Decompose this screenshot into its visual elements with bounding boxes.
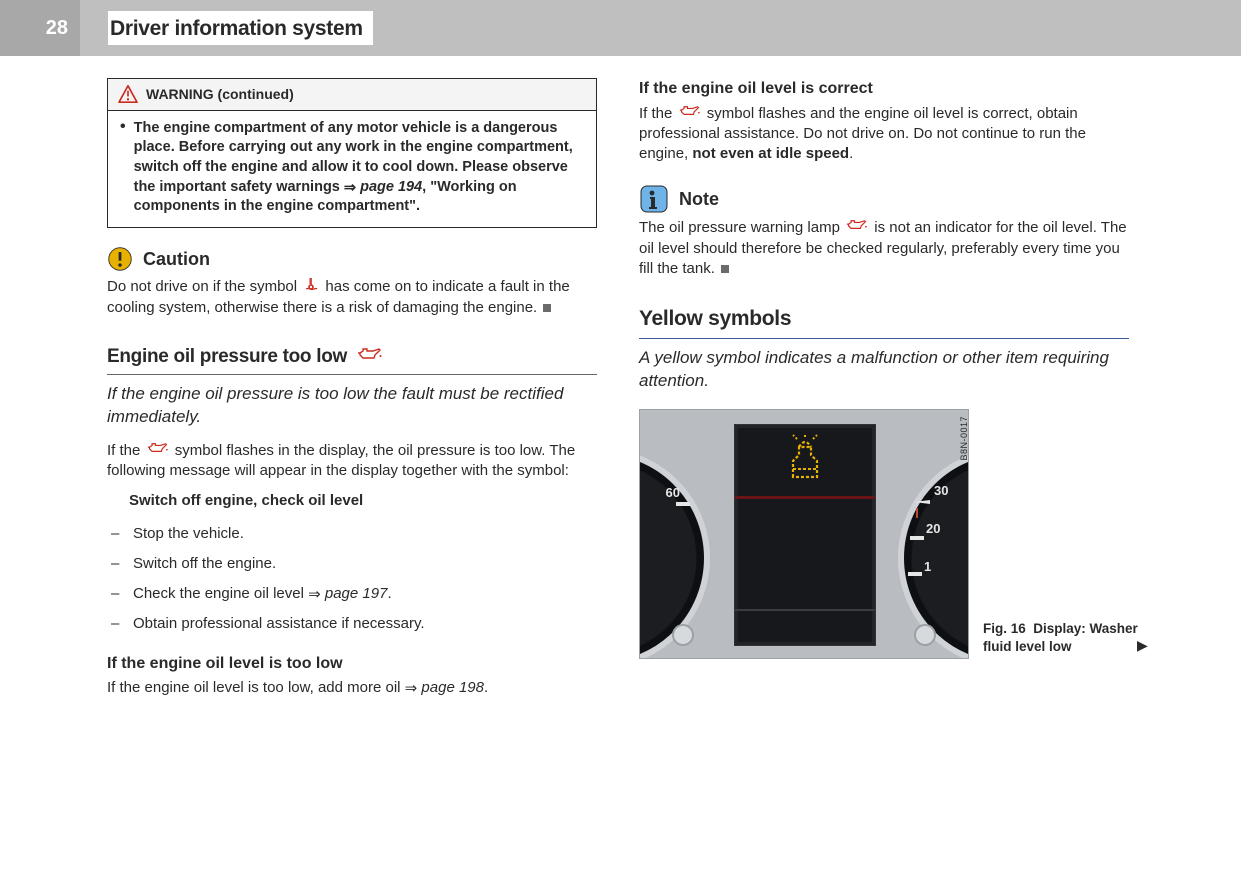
caution-icon: [107, 246, 133, 272]
warning-title: WARNING (continued): [146, 85, 294, 104]
oil-para-before: If the: [107, 442, 145, 459]
oil-section-title: Engine oil pressure too low: [107, 344, 347, 370]
warning-box: WARNING (continued) • The engine compart…: [107, 78, 597, 228]
dash-button-left: [672, 624, 694, 646]
caution-text: Do not drive on if the symbol has come o…: [107, 276, 597, 319]
note-header: Note: [639, 184, 1129, 214]
dash-button-right: [914, 624, 936, 646]
list-item: – Check the engine oil level ⇒ page 197.: [111, 584, 597, 604]
oil-can-icon: [357, 344, 383, 370]
oil-can-icon: [846, 218, 868, 238]
warning-triangle-icon: [118, 85, 138, 103]
gauge-red-tick: [916, 508, 918, 518]
oil-can-icon: [147, 441, 169, 461]
note-label: Note: [679, 187, 719, 211]
right-column: If the engine oil level is correct If th…: [639, 78, 1129, 702]
oil-correct-before: If the: [639, 105, 677, 122]
yellow-section-lead: A yellow symbol indicates a malfunction …: [639, 347, 1129, 393]
oil-correct-heading: If the engine oil level is correct: [639, 78, 1129, 100]
gauge-right: 30 20 1: [898, 448, 969, 659]
center-display: [734, 424, 876, 646]
yellow-symbols-heading: Yellow symbols: [639, 305, 1129, 338]
arrow-icon: ⇒: [308, 585, 321, 605]
warning-body: • The engine compartment of any motor ve…: [108, 111, 596, 227]
dash-icon: –: [111, 614, 121, 634]
warning-text: The engine compartment of any motor vehi…: [134, 119, 584, 217]
list-item: – Obtain professional assistance if nece…: [111, 614, 597, 634]
page-number: 28: [0, 0, 80, 56]
left-column: WARNING (continued) • The engine compart…: [107, 78, 597, 702]
display-symbol-area: [735, 425, 875, 499]
info-icon: [639, 184, 669, 214]
page-title: Driver information system: [108, 11, 373, 45]
temperature-icon: [303, 276, 319, 298]
washer-fluid-icon: [779, 431, 831, 489]
oil-correct-bold: not even at idle speed: [692, 145, 849, 162]
oil-section-para: If the symbol flashes in the display, th…: [107, 441, 597, 482]
gauge-number: 1: [924, 558, 931, 576]
yellow-section-title: Yellow symbols: [639, 305, 791, 333]
page-ref: page 198: [421, 679, 484, 696]
caution-label: Caution: [143, 247, 210, 271]
header-bar: 28 Driver information system: [0, 0, 1241, 56]
arrow-icon: ⇒: [344, 179, 356, 199]
bullet-icon: •: [120, 119, 126, 217]
list-item-text: Switch off the engine.: [133, 554, 276, 574]
note-before: The oil pressure warning lamp: [639, 220, 844, 237]
figure-code: B8N-0017: [958, 416, 969, 461]
warning-header: WARNING (continued): [108, 79, 596, 111]
oil-section-lead: If the engine oil pressure is too low th…: [107, 383, 597, 429]
arrow-icon: ⇒: [405, 679, 418, 699]
oil-message: Switch off engine, check oil level: [129, 491, 597, 511]
note-text: The oil pressure warning lamp is not an …: [639, 218, 1129, 279]
figure-number: Fig. 16: [983, 621, 1026, 636]
list-item-prefix: Check the engine oil level: [133, 585, 308, 602]
list-item-text: Check the engine oil level ⇒ page 197.: [133, 584, 392, 604]
dash-icon: –: [111, 584, 121, 604]
list-item: – Switch off the engine.: [111, 554, 597, 574]
oil-low-heading: If the engine oil level is too low: [107, 653, 597, 675]
caution-header: Caution: [107, 246, 597, 272]
page-ref: page 197: [325, 585, 388, 602]
oil-pressure-heading: Engine oil pressure too low: [107, 344, 597, 375]
display-mid-area: [735, 499, 875, 611]
dash-icon: –: [111, 554, 121, 574]
caution-text-before: Do not drive on if the symbol: [107, 278, 301, 295]
oil-can-icon: [679, 104, 701, 124]
end-marker-icon: [721, 265, 729, 273]
dashboard-illustration: 60 30 20 1: [639, 409, 969, 659]
gauge-tick-mark: [676, 492, 690, 512]
gauge-number: 20: [926, 520, 940, 538]
oil-para-after: symbol flashes in the display, the oil p…: [107, 442, 575, 479]
content-area: WARNING (continued) • The engine compart…: [0, 56, 1241, 702]
oil-low-before: If the engine oil level is too low, add …: [107, 679, 405, 696]
list-item-text: Stop the vehicle.: [133, 524, 244, 544]
gauge-number: 30: [934, 482, 948, 500]
gauge-tick-mark: [908, 562, 922, 582]
list-item-text: Obtain professional assistance if necess…: [133, 614, 425, 634]
list-item: – Stop the vehicle.: [111, 524, 597, 544]
oil-correct-text: If the symbol flashes and the engine oil…: [639, 104, 1129, 165]
figure-16: 60 30 20 1: [639, 409, 1129, 659]
oil-low-text: If the engine oil level is too low, add …: [107, 678, 597, 698]
figure-caption: Fig. 16 Display: Washer fluid level low: [983, 620, 1143, 656]
end-marker-icon: [543, 304, 551, 312]
warning-ref: page 194: [360, 179, 422, 195]
gauge-tick-mark: [910, 526, 924, 546]
dash-icon: –: [111, 524, 121, 544]
continue-arrow-icon: ▶: [1137, 636, 1148, 655]
